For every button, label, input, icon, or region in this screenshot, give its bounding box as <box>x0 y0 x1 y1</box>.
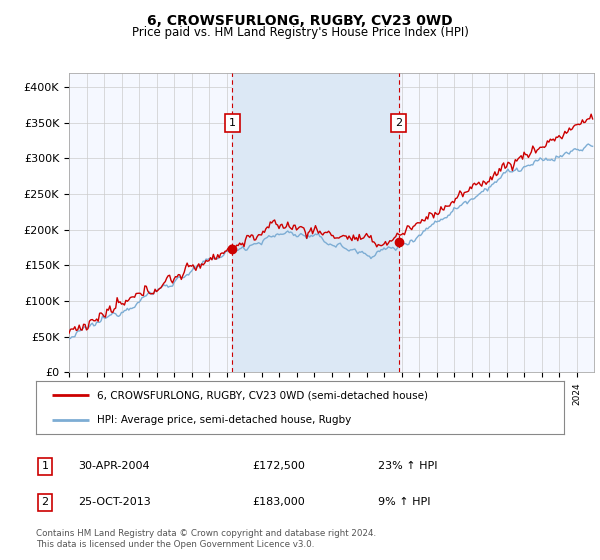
Text: 1: 1 <box>41 461 49 472</box>
Text: 2: 2 <box>395 118 402 128</box>
Text: 9% ↑ HPI: 9% ↑ HPI <box>378 497 431 507</box>
Text: 6, CROWSFURLONG, RUGBY, CV23 0WD (semi-detached house): 6, CROWSFURLONG, RUGBY, CV23 0WD (semi-d… <box>97 390 428 400</box>
Text: 30-APR-2004: 30-APR-2004 <box>78 461 149 472</box>
Text: 23% ↑ HPI: 23% ↑ HPI <box>378 461 437 472</box>
Bar <box>232 73 398 372</box>
Text: 1: 1 <box>229 118 236 128</box>
Text: HPI: Average price, semi-detached house, Rugby: HPI: Average price, semi-detached house,… <box>97 414 351 424</box>
Text: £172,500: £172,500 <box>252 461 305 472</box>
Text: 6, CROWSFURLONG, RUGBY, CV23 0WD: 6, CROWSFURLONG, RUGBY, CV23 0WD <box>147 14 453 28</box>
Text: £183,000: £183,000 <box>252 497 305 507</box>
Text: 25-OCT-2013: 25-OCT-2013 <box>78 497 151 507</box>
Text: Price paid vs. HM Land Registry's House Price Index (HPI): Price paid vs. HM Land Registry's House … <box>131 26 469 39</box>
Text: 2: 2 <box>41 497 49 507</box>
Text: Contains HM Land Registry data © Crown copyright and database right 2024.
This d: Contains HM Land Registry data © Crown c… <box>36 529 376 549</box>
